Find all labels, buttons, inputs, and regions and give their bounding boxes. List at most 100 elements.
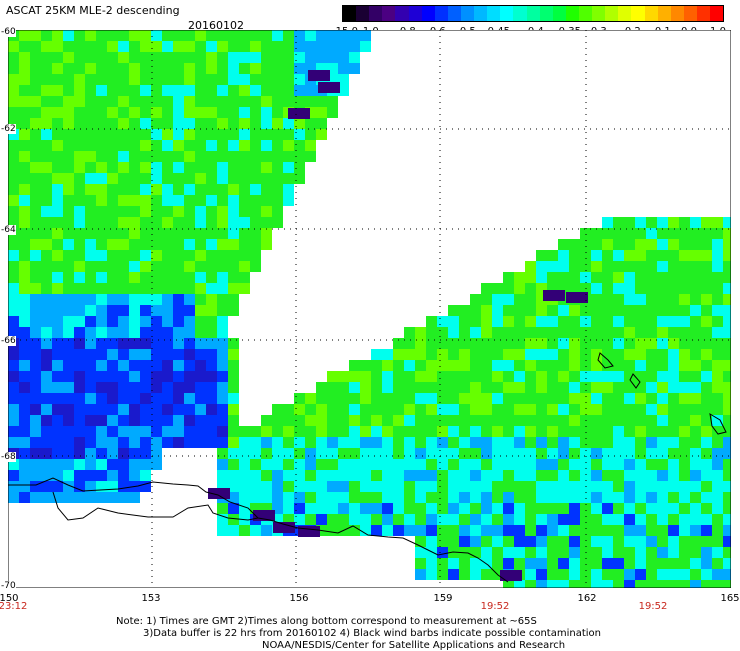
data-cell	[525, 470, 536, 481]
data-cell	[327, 30, 338, 41]
data-cell	[118, 371, 129, 382]
data-cell	[371, 481, 382, 492]
data-cell	[63, 272, 74, 283]
data-cell	[195, 107, 206, 118]
data-cell	[30, 239, 41, 250]
data-cell	[723, 470, 731, 481]
data-cell	[8, 349, 19, 360]
data-cell	[250, 470, 261, 481]
data-cell	[52, 426, 63, 437]
data-cell	[184, 52, 195, 63]
data-cell	[261, 239, 272, 250]
data-cell	[558, 547, 569, 558]
data-cell	[129, 63, 140, 74]
data-cell	[217, 470, 228, 481]
data-cell	[624, 426, 635, 437]
data-cell	[85, 327, 96, 338]
data-cell	[272, 415, 283, 426]
data-cell	[338, 85, 349, 96]
data-cell	[74, 470, 85, 481]
data-cell	[426, 514, 437, 525]
data-cell	[338, 503, 349, 514]
data-cell	[107, 316, 118, 327]
data-cell	[327, 525, 338, 536]
data-cell	[404, 360, 415, 371]
data-cell	[525, 349, 536, 360]
data-cell	[8, 41, 19, 52]
data-cell	[305, 52, 316, 63]
data-cell	[294, 74, 305, 85]
data-cell	[646, 547, 657, 558]
data-cell	[217, 272, 228, 283]
data-cell	[118, 52, 129, 63]
data-cell	[591, 404, 602, 415]
data-cell	[151, 184, 162, 195]
data-cell	[250, 151, 261, 162]
data-cell	[118, 96, 129, 107]
colorbar-swatch	[408, 6, 422, 21]
data-cell	[206, 140, 217, 151]
data-cell	[393, 492, 404, 503]
data-cell	[382, 426, 393, 437]
data-cell	[140, 96, 151, 107]
data-cell	[272, 514, 283, 525]
data-cell	[481, 525, 492, 536]
data-cell	[404, 382, 415, 393]
data-cell	[591, 580, 602, 588]
data-cell	[74, 140, 85, 151]
data-cell	[690, 228, 701, 239]
data-cell	[470, 316, 481, 327]
data-cell	[294, 118, 305, 129]
data-cell	[459, 404, 470, 415]
data-cell	[338, 52, 349, 63]
data-cell	[74, 74, 85, 85]
data-cell	[184, 316, 195, 327]
data-cell	[41, 437, 52, 448]
data-cell	[118, 404, 129, 415]
data-cell	[272, 492, 283, 503]
data-cell	[558, 558, 569, 569]
data-cell	[118, 173, 129, 184]
data-cell	[118, 129, 129, 140]
colorbar-swatch	[434, 6, 448, 21]
data-cell	[195, 404, 206, 415]
data-cell	[30, 338, 41, 349]
data-cell	[591, 382, 602, 393]
data-cell	[360, 459, 371, 470]
data-cell	[206, 327, 217, 338]
data-cell	[404, 448, 415, 459]
data-cell	[118, 74, 129, 85]
data-cell	[393, 382, 404, 393]
data-cell	[492, 382, 503, 393]
data-cell	[492, 558, 503, 569]
data-cell	[85, 217, 96, 228]
data-cell	[393, 448, 404, 459]
data-cell	[239, 272, 250, 283]
data-cell	[239, 217, 250, 228]
data-cell	[228, 470, 239, 481]
data-cell	[602, 382, 613, 393]
data-cell	[349, 360, 360, 371]
data-cell	[140, 382, 151, 393]
data-cell	[140, 448, 151, 459]
data-cell	[393, 404, 404, 415]
data-cell	[415, 558, 426, 569]
data-cell	[151, 85, 162, 96]
data-cell	[63, 184, 74, 195]
data-cell	[96, 129, 107, 140]
data-cell	[503, 316, 514, 327]
data-cell	[272, 151, 283, 162]
data-cell	[294, 151, 305, 162]
data-cell	[228, 195, 239, 206]
data-cell	[85, 305, 96, 316]
data-cell	[85, 52, 96, 63]
data-cell	[217, 503, 228, 514]
data-cell	[712, 261, 723, 272]
data-cell	[602, 481, 613, 492]
data-cell	[184, 261, 195, 272]
data-cell	[712, 272, 723, 283]
data-cell	[338, 74, 349, 85]
data-cell	[173, 426, 184, 437]
data-cell	[250, 525, 261, 536]
data-cell	[118, 184, 129, 195]
